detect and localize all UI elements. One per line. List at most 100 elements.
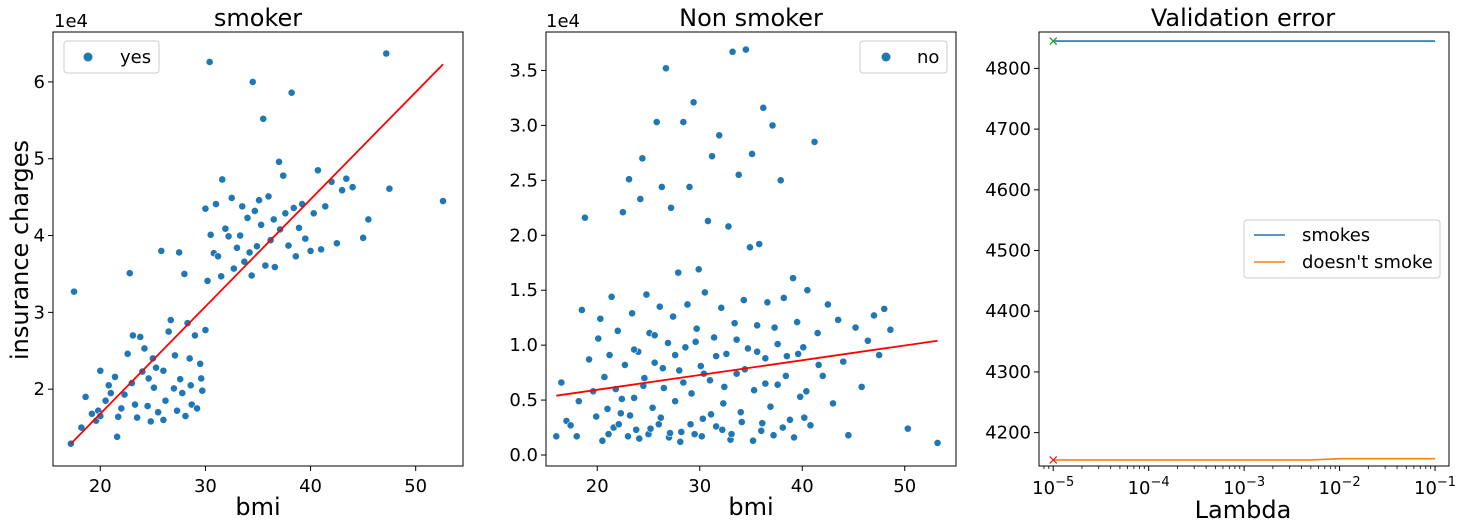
y-tick-label: 1.5 <box>509 280 538 301</box>
data-point <box>185 354 194 363</box>
legend-marker <box>83 52 93 62</box>
data-point <box>131 400 139 409</box>
chart-title: Non smoker <box>679 4 823 32</box>
data-point <box>903 424 912 433</box>
data-point <box>759 103 768 112</box>
data-point <box>659 384 668 392</box>
data-point <box>221 224 230 233</box>
x-axis-label: Lambda <box>1195 496 1292 524</box>
data-point <box>161 396 170 405</box>
data-point <box>778 423 787 432</box>
data-point <box>201 326 210 334</box>
data-point <box>689 98 698 107</box>
data-point <box>753 321 762 330</box>
y-offset-label: 1e4 <box>546 11 580 32</box>
chart-title: smoker <box>214 4 302 32</box>
x-tick-label: 10−5 <box>1032 475 1074 499</box>
data-point <box>113 432 122 441</box>
data-point <box>761 379 770 388</box>
data-point <box>439 197 447 205</box>
data-point <box>697 432 706 441</box>
panel-validation-error: Validation error Lambda 10−5 10−4 10−3 10−2… <box>985 4 1456 524</box>
data-point <box>140 344 149 353</box>
legend: yes <box>63 40 160 74</box>
data-point <box>718 425 727 434</box>
data-point <box>806 421 815 430</box>
legend-box <box>1243 219 1441 279</box>
data-point <box>193 404 201 413</box>
data-point <box>632 425 641 434</box>
data-point <box>247 271 256 280</box>
data-point <box>613 326 622 335</box>
data-point <box>201 204 210 213</box>
data-point <box>291 252 300 261</box>
data-point <box>594 334 603 343</box>
data-point <box>636 195 645 203</box>
data-point <box>217 272 226 281</box>
data-point <box>257 220 266 229</box>
data-point <box>749 436 757 445</box>
y-tick-label: 4800 <box>985 58 1031 79</box>
data-point <box>120 390 129 399</box>
legend: smokes doesn't smoke <box>1243 219 1441 279</box>
y-tick-label: 4300 <box>985 362 1031 383</box>
data-point <box>802 387 811 396</box>
data-point <box>154 408 163 417</box>
data-point <box>829 399 837 408</box>
data-point <box>607 292 616 301</box>
data-point <box>666 429 674 437</box>
data-point <box>175 248 184 257</box>
data-point <box>704 217 712 225</box>
data-point <box>114 412 123 421</box>
data-point <box>111 372 119 381</box>
y-tick-label: 3.0 <box>509 115 538 136</box>
data-point <box>604 430 613 439</box>
data-point <box>690 430 699 439</box>
data-point <box>773 380 782 389</box>
data-point <box>818 372 827 380</box>
y-tick-label: 1.0 <box>509 335 538 356</box>
data-point <box>823 300 832 309</box>
data-point <box>338 186 347 195</box>
y-tick-label: 2 <box>34 379 45 400</box>
data-point <box>227 194 236 202</box>
data-point <box>664 339 672 347</box>
y-tick-label: 3 <box>34 302 45 323</box>
data-point <box>650 358 659 367</box>
data-point <box>342 174 351 183</box>
data-point <box>727 430 736 439</box>
data-point <box>744 344 752 353</box>
data-point <box>255 196 263 205</box>
data-point <box>642 290 651 299</box>
x-tick-label: 10−3 <box>1223 475 1265 499</box>
data-point <box>650 331 659 340</box>
data-point <box>295 223 303 232</box>
x-tick-label: 10−1 <box>1414 475 1456 499</box>
data-point <box>191 331 199 340</box>
data-point <box>722 350 731 358</box>
x-tick-label: 30 <box>688 476 711 497</box>
data-point <box>781 372 790 380</box>
best-marker <box>1049 455 1058 464</box>
data-point <box>626 411 634 420</box>
plot-marks: 10−5 10−4 10−3 10−2 10−1 4200 4300 4400 4500 4600… <box>985 37 1456 499</box>
data-point <box>779 293 788 302</box>
data-point <box>656 413 665 422</box>
data-point <box>696 362 705 370</box>
data-point <box>127 379 136 387</box>
data-point <box>279 171 288 180</box>
data-point <box>164 327 173 336</box>
data-point <box>750 386 758 395</box>
chart-title: Validation error <box>1151 4 1335 32</box>
y-offset-label: 1e4 <box>54 11 88 32</box>
data-point <box>708 152 716 161</box>
data-point <box>706 376 714 385</box>
x-tick-label: 30 <box>194 476 217 497</box>
x-tick-label: 40 <box>791 476 814 497</box>
data-point <box>640 374 649 383</box>
data-point <box>317 245 325 254</box>
data-point <box>146 417 155 426</box>
x-tick-label: 10−2 <box>1319 475 1361 499</box>
data-point <box>737 418 746 426</box>
